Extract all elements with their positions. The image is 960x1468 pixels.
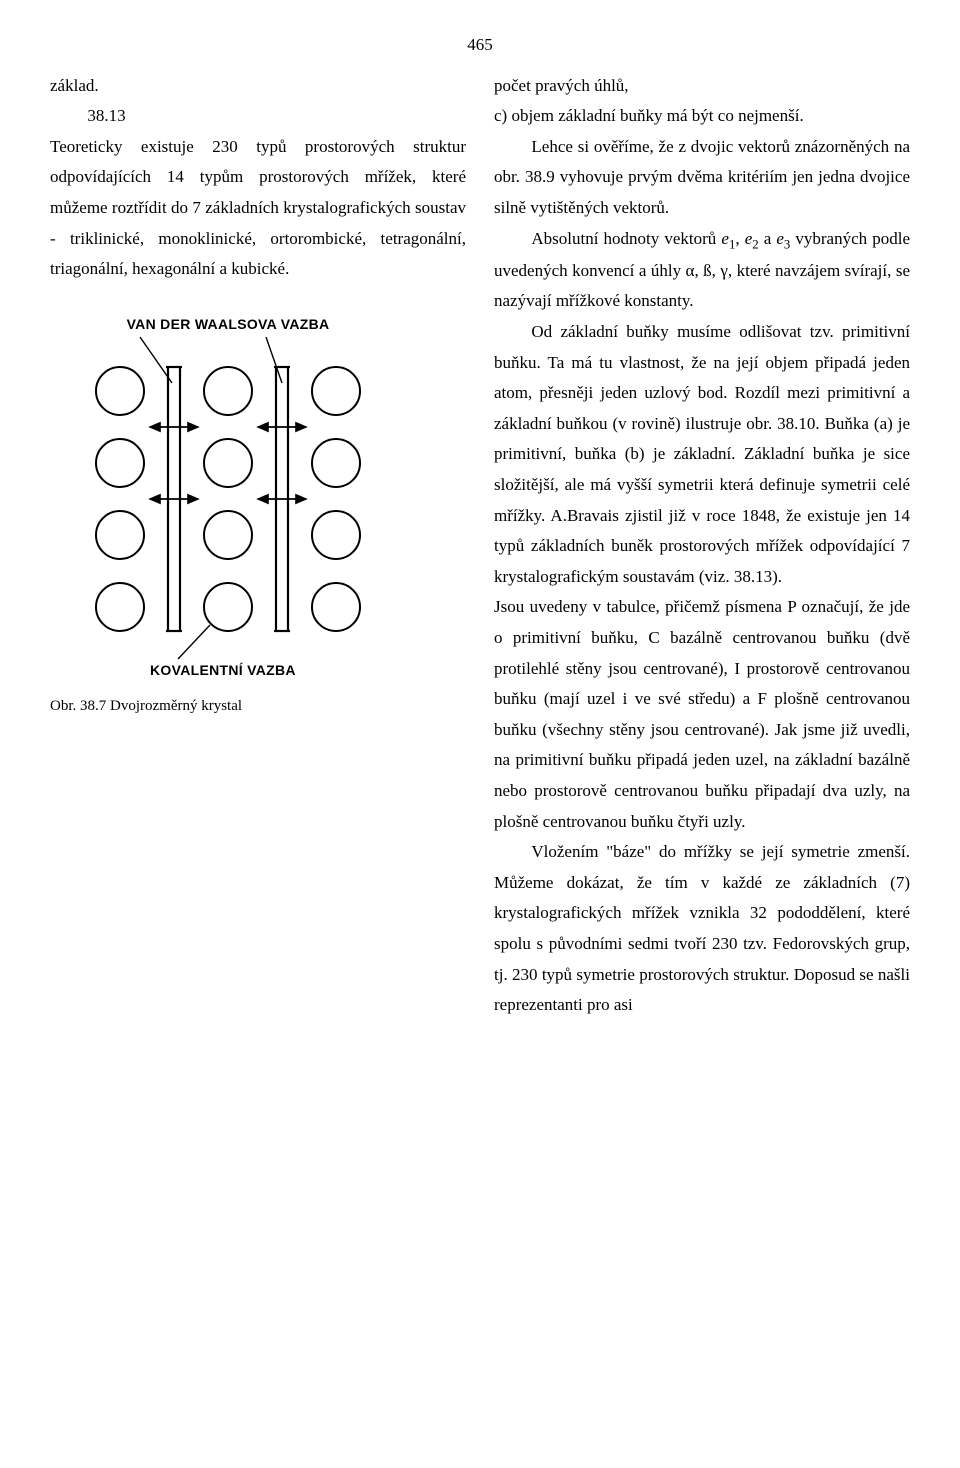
figure-38-7: VAN DER WAALSOVA VAZBA	[50, 291, 466, 720]
crystal-diagram-svg: VAN DER WAALSOVA VAZBA	[50, 291, 410, 691]
e1: e	[721, 229, 729, 248]
figure-caption: Obr. 38.7 Dvojrozměrný krystal	[50, 693, 466, 720]
right-p5: Od základní buňky musíme odlišovat tzv. …	[494, 317, 910, 592]
left-p2a: 38.13	[50, 101, 466, 132]
and: a	[759, 229, 777, 248]
right-p7: Vložením "báze" do mřížky se její symetr…	[494, 837, 910, 1021]
left-p1: základ.	[50, 71, 466, 102]
left-column: základ. 38.13 Teoreticky existuje 230 ty…	[50, 71, 466, 1021]
two-column-layout: základ. 38.13 Teoreticky existuje 230 ty…	[50, 71, 910, 1021]
right-p3: Lehce si ověříme, že z dvojic vektorů zn…	[494, 132, 910, 224]
comma1: ,	[735, 229, 744, 248]
right-column: počet pravých úhlů, c) objem základní bu…	[494, 71, 910, 1021]
left-p2b: Teoreticky existuje 230 typů prostorovýc…	[50, 132, 466, 285]
right-p2: c) objem základní buňky má být co nejmen…	[494, 101, 910, 132]
label-kovalentni: KOVALENTNÍ VAZBA	[150, 662, 296, 678]
e3: e	[776, 229, 784, 248]
right-p4: Absolutní hodnoty vektorů e1, e2 a e3 vy…	[494, 224, 910, 318]
right-p1: počet pravých úhlů,	[494, 71, 910, 102]
p4-text-a: Absolutní hodnoty vektorů	[531, 229, 721, 248]
page-number: 465	[50, 30, 910, 61]
right-p6: Jsou uvedeny v tabulce, přičemž písmena …	[494, 592, 910, 837]
label-van-der-waals: VAN DER WAALSOVA VAZBA	[127, 316, 330, 332]
